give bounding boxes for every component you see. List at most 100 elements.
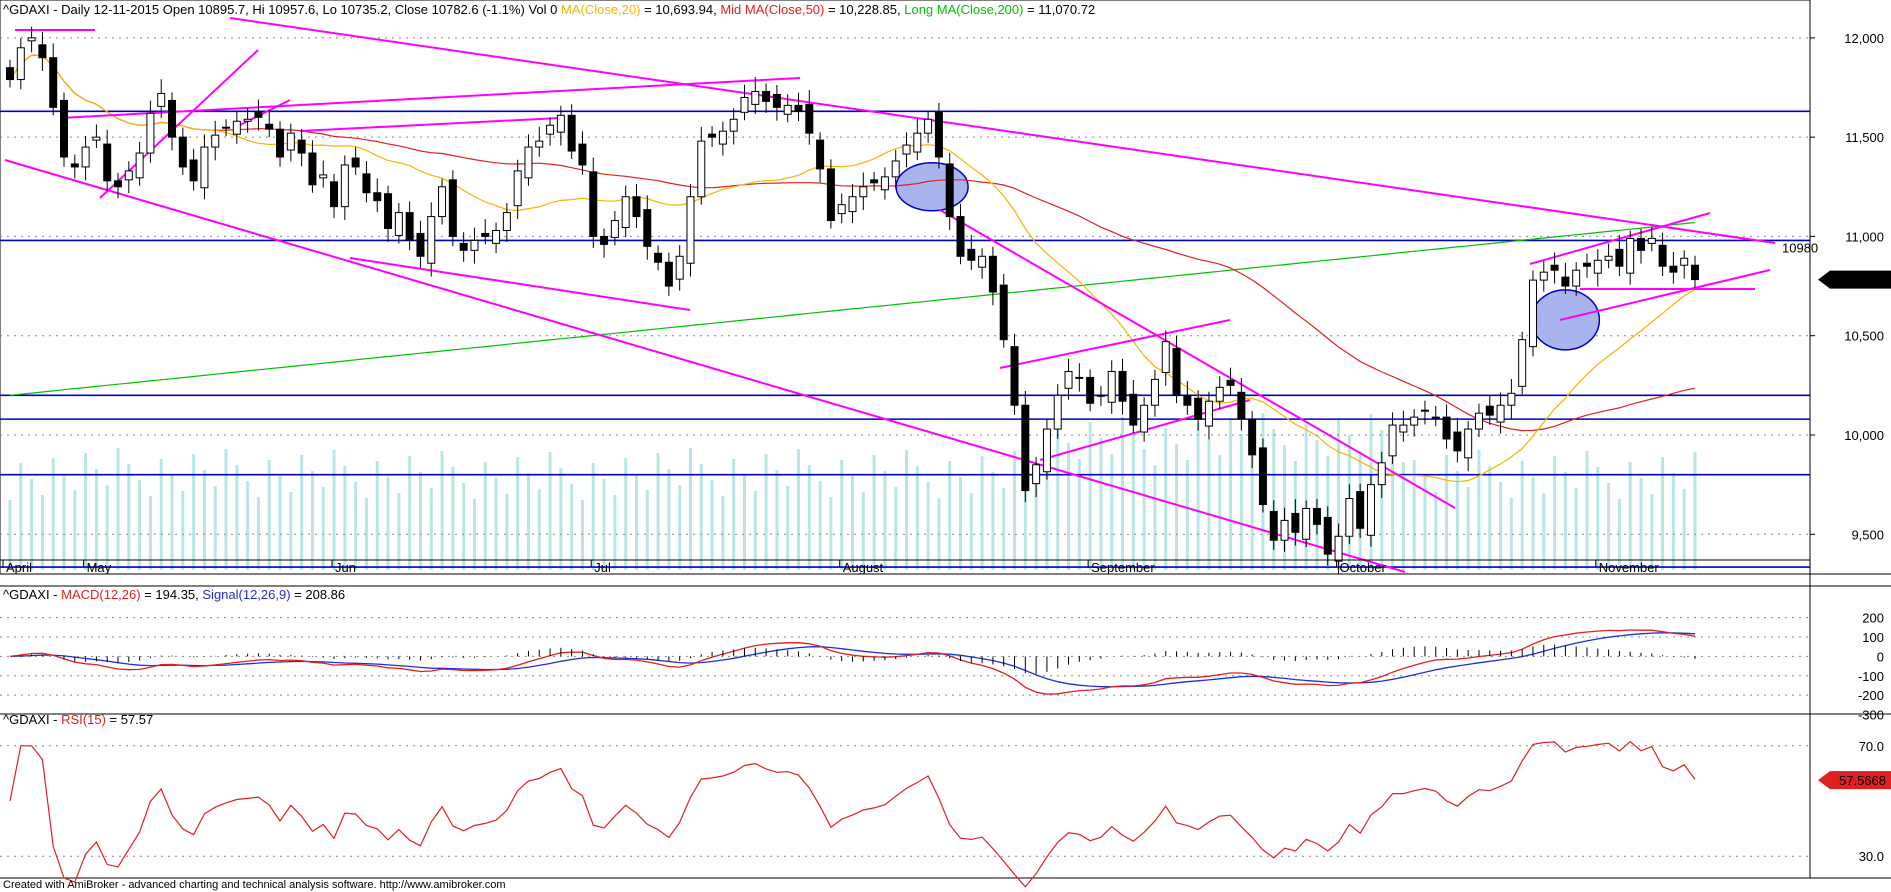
volume-bar: [905, 450, 909, 570]
volume-bar: [732, 459, 736, 570]
candle-down: [459, 242, 468, 251]
candle-up: [27, 37, 36, 42]
candle-up: [1107, 370, 1116, 403]
volume-bar: [1110, 454, 1114, 570]
volume-bar: [948, 461, 952, 570]
volume-bar: [678, 485, 682, 570]
candlesticks: [6, 26, 1699, 575]
volume-bar: [1023, 467, 1027, 570]
candle-down: [1561, 276, 1570, 287]
candle-down: [870, 179, 879, 184]
candle-up: [535, 140, 544, 148]
rsi-prefix: ^GDAXI -: [3, 712, 61, 727]
candle-up: [1140, 404, 1149, 433]
price-tick-label: 12,000: [1844, 31, 1884, 46]
candle-up: [859, 186, 868, 198]
candle-up: [1042, 428, 1051, 473]
candle-up: [1032, 464, 1041, 485]
volume-bar: [840, 460, 844, 570]
candle-up: [740, 96, 749, 113]
volume-bar: [807, 465, 811, 570]
volume-bar: [818, 481, 822, 570]
price-tick-label: 10,500: [1844, 329, 1884, 344]
volume-bar: [1617, 499, 1621, 570]
header-ma50-label: Mid MA(Close,50): [720, 2, 824, 17]
candle-up: [902, 144, 911, 155]
volume-bar: [959, 477, 963, 570]
volume-bar: [343, 466, 347, 570]
last-close-marker: 10,782.6: [1818, 270, 1891, 289]
volume-bar: [796, 449, 800, 570]
volume-bar: [494, 478, 498, 570]
volume-bar: [526, 473, 530, 570]
candle-down: [448, 179, 457, 237]
volume-bar: [8, 500, 12, 570]
volume-bar: [980, 456, 984, 570]
trendline: [299, 117, 561, 132]
volume-bar: [1423, 476, 1427, 570]
candle-down: [589, 171, 598, 237]
rsi-label: RSI(15): [61, 712, 106, 727]
volume-bar: [688, 448, 692, 570]
macd-tick-label: -200: [1858, 688, 1884, 703]
candle-up: [1204, 400, 1213, 427]
candle-down: [1291, 512, 1300, 533]
candle-down: [1485, 405, 1494, 416]
candle-down: [308, 152, 317, 186]
last-close-tag: [1818, 270, 1891, 289]
volume-bar: [591, 463, 595, 570]
candle-down: [1453, 431, 1462, 452]
signal-value: = 208.86: [291, 587, 346, 602]
volume-bar: [1455, 471, 1459, 570]
last-close-value: 10,782.6: [1834, 273, 1885, 288]
volume-bar: [1099, 438, 1103, 570]
header-ma50-value: = 10,228.85,: [824, 2, 904, 17]
candle-up: [438, 186, 447, 218]
volume-bar: [1596, 467, 1600, 570]
candle-up: [232, 120, 241, 135]
volume-bar: [418, 472, 422, 570]
trendline: [1559, 269, 1771, 321]
candle-down: [297, 139, 306, 154]
month-label-jun: Jun: [335, 560, 356, 575]
volume-bar: [1585, 451, 1589, 570]
volume-bar: [645, 490, 649, 570]
candle-up: [1572, 269, 1581, 287]
volume-bar: [1002, 488, 1006, 570]
candle-up: [924, 118, 933, 134]
volume-bar: [786, 486, 790, 570]
volume-bar: [624, 458, 628, 570]
candle-up: [1474, 412, 1483, 430]
volume-bar: [30, 479, 34, 570]
candle-down: [762, 90, 771, 102]
candle-down: [265, 123, 274, 130]
candle-down: [1442, 416, 1451, 440]
candle-up: [1161, 341, 1170, 373]
candle-up: [783, 104, 792, 115]
candle-down: [934, 111, 943, 158]
candle-down: [1183, 394, 1192, 406]
candle-down: [103, 143, 112, 182]
volume-bar: [181, 491, 185, 570]
volume-bar: [1045, 464, 1049, 570]
month-label-april: April: [6, 560, 32, 575]
volume-bar: [1671, 473, 1675, 570]
volume-bar: [1661, 457, 1665, 570]
macd-axis: 200 100 0 -100 -200 -300: [0, 611, 1884, 723]
candle-down: [578, 143, 587, 166]
moving-averages: [9, 54, 1696, 483]
volume-bar: [192, 454, 196, 570]
volume-bar: [170, 475, 174, 570]
volume-bar: [1520, 461, 1524, 570]
candle-up: [340, 164, 349, 208]
candle-down: [988, 255, 997, 293]
volume-bar: [105, 485, 109, 570]
candle-down: [481, 232, 490, 237]
volume-bar: [1142, 449, 1146, 570]
candle-up: [513, 170, 522, 207]
candle-up: [686, 196, 695, 264]
volume-bar: [613, 495, 617, 570]
month-label-august: August: [843, 560, 884, 575]
candle-up: [492, 229, 501, 244]
volume-bar: [1639, 478, 1643, 570]
